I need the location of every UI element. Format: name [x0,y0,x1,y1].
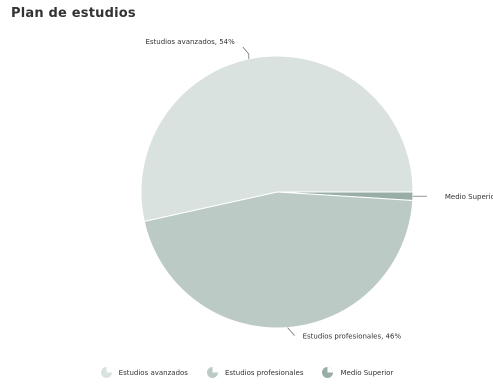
pie-chart: Estudios avanzados, 54% Estudios profesio… [140,38,493,341]
legend-label: Medio Superior [340,368,394,377]
legend-pie-icon [206,367,218,378]
chart-title: Plan de estudios [11,6,136,21]
data-label-estudios-profesionales: Estudios profesionales, 46% [303,333,402,341]
pie-slice-estudios-avanzados[interactable] [140,55,414,222]
legend-label: Estudios profesionales [224,368,304,377]
data-label-medio-superior: Medio Superior, 1% [445,193,493,201]
data-label-connector [242,46,250,59]
legend-item-medio-superior[interactable]: Medio Superior [321,366,393,379]
legend-label: Estudios avanzados [118,368,188,377]
pie-slice-estudios-profesionales[interactable] [143,191,414,329]
legend: Estudios avanzados Estudios profesionale… [0,366,493,379]
legend-pie-icon [100,367,112,378]
data-label-estudios-avanzados: Estudios avanzados, 54% [145,38,235,46]
legend-pie-icon [322,367,334,378]
legend-item-estudios-avanzados[interactable]: Estudios avanzados [100,366,188,379]
legend-item-estudios-profesionales[interactable]: Estudios profesionales [206,366,304,379]
data-label-connector [287,327,295,336]
